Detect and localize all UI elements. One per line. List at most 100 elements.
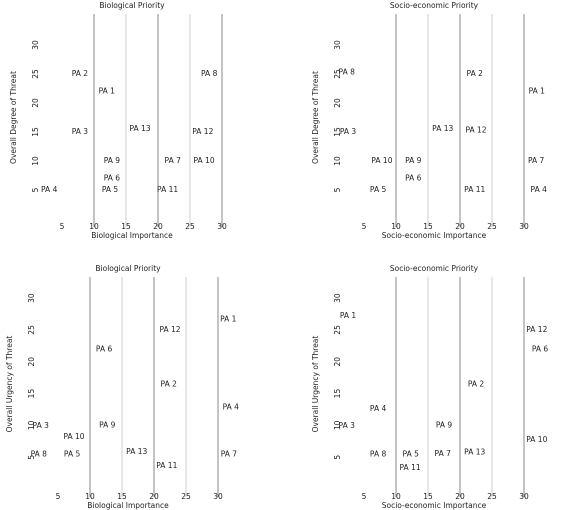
x-tick-label: 25	[181, 492, 191, 501]
x-tick-label: 15	[117, 492, 127, 501]
y-tick-label: 30	[333, 40, 342, 50]
point-label: PA 5	[64, 450, 81, 459]
y-tick-label: 20	[27, 357, 36, 367]
x-tick-label: 15	[121, 222, 131, 231]
y-tick-label: 20	[31, 98, 40, 108]
x-tick-label: 5	[56, 492, 61, 501]
point-label: PA 6	[104, 173, 121, 182]
y-tick-label: 10	[27, 420, 36, 430]
point-label: PA 10	[194, 156, 215, 165]
point-label: PA 5	[370, 185, 387, 194]
x-tick-label: 10	[391, 222, 401, 231]
point-label: PA 8	[31, 450, 48, 459]
point-label: PA 9	[104, 156, 121, 165]
point-label: PA 8	[370, 450, 387, 459]
y-axis-label: Overall Degree of Threat	[9, 71, 18, 164]
x-tick-label: 30	[519, 492, 529, 501]
point-label: PA 10	[63, 432, 84, 441]
x-tick-label: 10	[89, 222, 99, 231]
point-label: PA 5	[102, 185, 119, 194]
point-label: PA 13	[126, 447, 147, 456]
point-label: PA 9	[99, 420, 116, 429]
y-tick-label: 25	[333, 325, 342, 335]
y-tick-label: 30	[333, 293, 342, 303]
x-tick-label: 10	[85, 492, 95, 501]
y-tick-label: 15	[333, 127, 342, 137]
point-label: PA 3	[340, 127, 357, 136]
point-label: PA 13	[130, 124, 151, 133]
point-label: PA 11	[157, 185, 178, 194]
y-tick-label: 10	[333, 420, 342, 430]
x-tick-label: 25	[487, 492, 497, 501]
x-tick-label: 25	[185, 222, 195, 231]
point-label: PA 10	[526, 435, 547, 444]
chart-title: Socio-economic Priority	[390, 1, 479, 10]
y-tick-label: 5	[31, 187, 40, 192]
point-label: PA 6	[405, 173, 422, 182]
x-tick-label: 15	[423, 492, 433, 501]
y-tick-label: 10	[333, 156, 342, 166]
point-label: PA 1	[340, 311, 357, 320]
x-tick-label: 20	[455, 492, 465, 501]
x-axis-label: Biological Importance	[87, 501, 169, 510]
y-tick-label: 30	[31, 40, 40, 50]
point-label: PA 12	[159, 325, 180, 334]
y-tick-label: 20	[333, 98, 342, 108]
y-tick-label: 20	[333, 357, 342, 367]
point-label: PA 12	[192, 127, 213, 136]
point-label: PA 4	[370, 404, 387, 413]
y-tick-label: 15	[31, 127, 40, 137]
x-tick-label: 10	[391, 492, 401, 501]
x-tick-label: 20	[455, 222, 465, 231]
point-label: PA 2	[72, 69, 89, 78]
point-label: PA 12	[526, 325, 547, 334]
x-tick-label: 20	[149, 492, 159, 501]
point-label: PA 6	[532, 345, 549, 354]
y-tick-label: 25	[333, 69, 342, 79]
point-label: PA 7	[435, 449, 452, 458]
point-label: PA 8	[201, 69, 218, 78]
y-axis-label: Overall Urgency of Threat	[5, 336, 14, 433]
point-label: PA 8	[339, 67, 356, 76]
y-tick-label: 5	[333, 455, 342, 460]
point-label: PA 9	[405, 156, 422, 165]
x-tick-label: 25	[487, 222, 497, 231]
y-tick-label: 5	[27, 455, 36, 460]
point-label: PA 7	[528, 156, 545, 165]
point-label: PA 4	[41, 185, 58, 194]
point-label: PA 3	[72, 127, 89, 136]
x-tick-label: 20	[153, 222, 163, 231]
chart-title: Socio-economic Priority	[390, 264, 479, 273]
point-label: PA 1	[99, 86, 116, 95]
y-tick-label: 25	[27, 325, 36, 335]
point-label: PA 3	[33, 421, 50, 430]
x-axis-label: Socio-economic Importance	[382, 231, 487, 240]
y-tick-label: 5	[333, 187, 342, 192]
y-axis-label: Overall Degree of Threat	[311, 71, 320, 164]
x-tick-label: 5	[362, 492, 367, 501]
y-tick-label: 10	[31, 156, 40, 166]
x-tick-label: 5	[362, 222, 367, 231]
point-label: PA 11	[156, 461, 177, 470]
y-tick-label: 25	[31, 69, 40, 79]
x-tick-label: 15	[423, 222, 433, 231]
point-label: PA 2	[467, 69, 484, 78]
chart-title: Biological Priority	[95, 264, 161, 273]
point-label: PA 13	[464, 448, 485, 457]
point-label: PA 7	[165, 156, 182, 165]
point-label: PA 4	[531, 185, 548, 194]
point-label: PA 12	[465, 125, 486, 134]
y-tick-label: 15	[333, 389, 342, 399]
x-tick-label: 5	[60, 222, 65, 231]
chart-title: Biological Priority	[99, 1, 165, 10]
point-label: PA 5	[403, 450, 420, 459]
point-label: PA 4	[223, 403, 240, 412]
point-label: PA 2	[161, 380, 178, 389]
point-label: PA 11	[400, 463, 421, 472]
y-tick-label: 30	[27, 293, 36, 303]
point-label: PA 13	[432, 124, 453, 133]
point-label: PA 3	[339, 421, 356, 430]
point-label: PA 2	[468, 380, 485, 389]
point-label: PA 1	[529, 86, 546, 95]
